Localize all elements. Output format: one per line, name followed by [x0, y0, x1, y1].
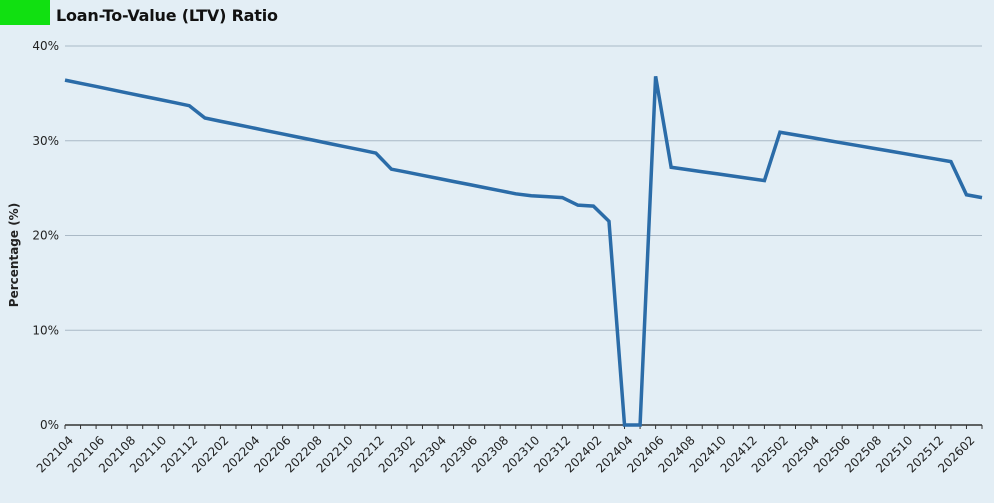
- y-tick-label: 40%: [32, 39, 59, 53]
- chart-title: Loan-To-Value (LTV) Ratio: [56, 6, 278, 25]
- series-line-ltv: [64, 76, 983, 427]
- y-tick-label: 0%: [40, 418, 59, 432]
- y-tick-label: 10%: [32, 323, 59, 337]
- legend-color-swatch: [0, 0, 50, 25]
- y-axis-label: Percentage (%): [7, 203, 21, 307]
- y-tick-label: 20%: [32, 229, 59, 243]
- y-tick-label: 30%: [32, 134, 59, 148]
